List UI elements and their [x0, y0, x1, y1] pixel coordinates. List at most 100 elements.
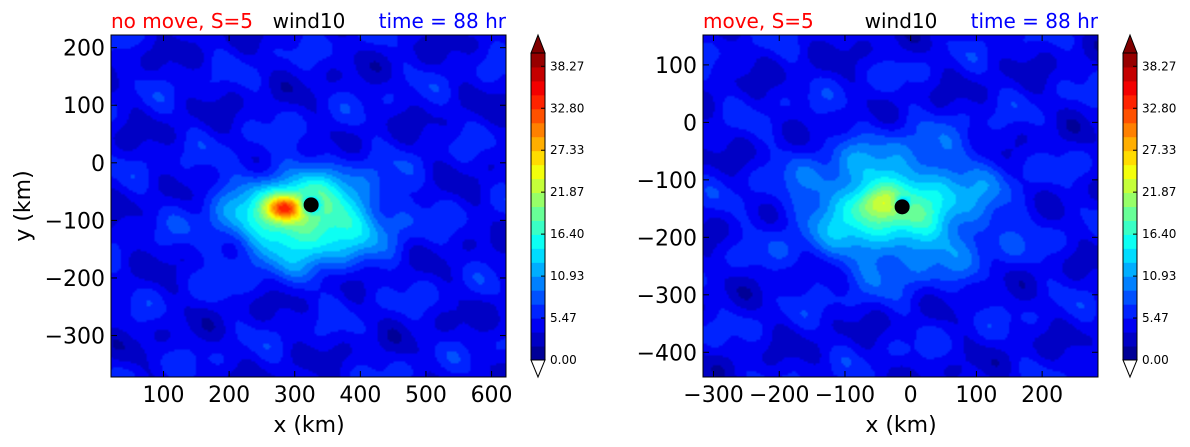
colorbar-tick-label: 21.87: [550, 185, 584, 199]
colorbar-band: [531, 108, 545, 124]
y-tick-label: −200: [45, 267, 105, 292]
colorbar-band: [531, 290, 545, 305]
colorbar-band: [1123, 164, 1137, 180]
colorbar-band: [1123, 220, 1137, 235]
title-right-2: time = 88 hr: [971, 9, 1099, 33]
colorbar-ticks-2: 38.27 32.80 27.33 21.87 16.40 10.93 5.47 0.00: [1133, 59, 1176, 367]
colorbar-band: [531, 234, 545, 249]
colorbar-band: [531, 178, 545, 194]
colorbar-tick-label: 38.27: [1142, 59, 1176, 73]
colorbar-tick-label: 10.93: [1142, 269, 1176, 283]
colorbar-band: [1123, 318, 1137, 333]
colorbar-band: [531, 304, 545, 319]
title-left-1: no move, S=5: [111, 9, 253, 33]
colorbar-band: [1123, 94, 1137, 110]
colorbar-band: [1123, 178, 1137, 194]
y-tick-label: −200: [637, 226, 697, 251]
y-tick-label: 0: [91, 152, 105, 177]
colorbar-band: [531, 66, 545, 82]
y-tick-label: −100: [45, 209, 105, 234]
panel-2: −300 −200 −100 0 100 200 1000−100−200−300−400…: [637, 9, 1177, 438]
colorbar-band: [531, 150, 545, 166]
colorbar-tick-label: 0.00: [550, 353, 577, 367]
x-tick-label: 300: [274, 383, 316, 408]
storm-center-marker-1: [303, 197, 319, 213]
plot-frame-2: [702, 34, 1099, 378]
colorbar-tick-label: 5.47: [550, 311, 577, 325]
colorbar-band: [1123, 206, 1137, 221]
colorbar-band: [1123, 150, 1137, 166]
colorbar-band: [1123, 122, 1137, 138]
colorbar-extend-min-1: [530, 359, 546, 379]
colorbar-bands-1: [531, 53, 545, 361]
colorbar-band: [531, 122, 545, 138]
colorbar-tick-label: 16.40: [550, 227, 584, 241]
x-axis-label-2: x (km): [865, 413, 936, 438]
title-center-2: wind10: [865, 9, 938, 33]
y-ticks-1: 200 100 0 −100 −200 −300: [45, 37, 506, 350]
y-tick-label: 100: [63, 94, 105, 119]
x-ticks-1: 100 200 300 400 500 600: [142, 35, 513, 408]
x-tick-label: −200: [749, 383, 809, 408]
y-axis-label-1: y (km): [11, 170, 36, 241]
x-axis-label-1: x (km): [273, 413, 344, 438]
colorbar-band: [531, 262, 545, 277]
colorbar-band: [1123, 304, 1137, 319]
title-right-1: time = 88 hr: [379, 9, 507, 33]
colorbar-2: 38.27 32.80 27.33 21.87 16.40 10.93 5.47 0.00: [1122, 33, 1176, 379]
colorbar-band: [531, 206, 545, 221]
x-tick-label: −100: [815, 383, 875, 408]
colorbar-band: [531, 346, 545, 361]
colorbar-band: [1123, 108, 1137, 124]
x-tick-label: 0: [904, 383, 918, 408]
colorbar-band: [531, 248, 545, 263]
colorbar-tick-label: 21.87: [1142, 185, 1176, 199]
x-ticks-2: −300 −200 −100 0 100 200: [683, 35, 1063, 408]
colorbar-band: [531, 53, 545, 68]
colorbar-tick-label: 27.33: [550, 143, 584, 157]
colorbar-extend-min-2: [1122, 359, 1138, 379]
panel-1: 100 200 300 400 500 600 200 100 0 −100 −200 −300 n…: [11, 9, 584, 438]
colorbar-band: [1123, 332, 1137, 347]
colorbar-band: [1123, 80, 1137, 96]
x-tick-label: 100: [142, 383, 184, 408]
y-tick-label: −100: [637, 169, 697, 194]
y-tick-label: −400: [637, 341, 697, 366]
colorbar-band: [531, 136, 545, 152]
colorbar-tick-label: 38.27: [550, 59, 584, 73]
colorbar-band: [1123, 290, 1137, 305]
colorbar-band: [1123, 346, 1137, 361]
title-center-1: wind10: [273, 9, 346, 33]
colorbar-extend-max-2: [1122, 33, 1138, 54]
colorbar-band: [531, 164, 545, 180]
y-tick-label: 0: [683, 111, 697, 136]
colorbar-tick-label: 16.40: [1142, 227, 1176, 241]
colorbar-tick-label: 0.00: [1142, 353, 1169, 367]
plot-frame-1: [110, 34, 507, 378]
storm-center-marker-2: [894, 199, 910, 215]
title-left-2: move, S=5: [703, 9, 814, 33]
colorbar-tick-label: 10.93: [550, 269, 584, 283]
colorbar-band: [531, 276, 545, 291]
colorbar-band: [531, 192, 545, 207]
colorbar-frame-1: [530, 52, 546, 361]
colorbar-band: [1123, 66, 1137, 82]
colorbar-band: [531, 220, 545, 235]
x-tick-label: 200: [1021, 383, 1063, 408]
x-tick-label: 100: [955, 383, 997, 408]
x-tick-label: 400: [339, 383, 381, 408]
colorbar-band: [531, 94, 545, 110]
colorbar-band: [531, 80, 545, 96]
colorbar-band: [1123, 53, 1137, 68]
colorbar-bands-2: [1123, 53, 1137, 361]
x-tick-label: 200: [208, 383, 250, 408]
colorbar-band: [1123, 262, 1137, 277]
colorbar-band: [1123, 234, 1137, 249]
y-tick-label: −300: [637, 284, 697, 309]
colorbar-band: [1123, 276, 1137, 291]
colorbar-tick-label: 5.47: [1142, 311, 1169, 325]
colorbar-tick-label: 32.80: [1142, 101, 1176, 115]
colorbar-band: [531, 332, 545, 347]
y-tick-label: −300: [45, 325, 105, 350]
